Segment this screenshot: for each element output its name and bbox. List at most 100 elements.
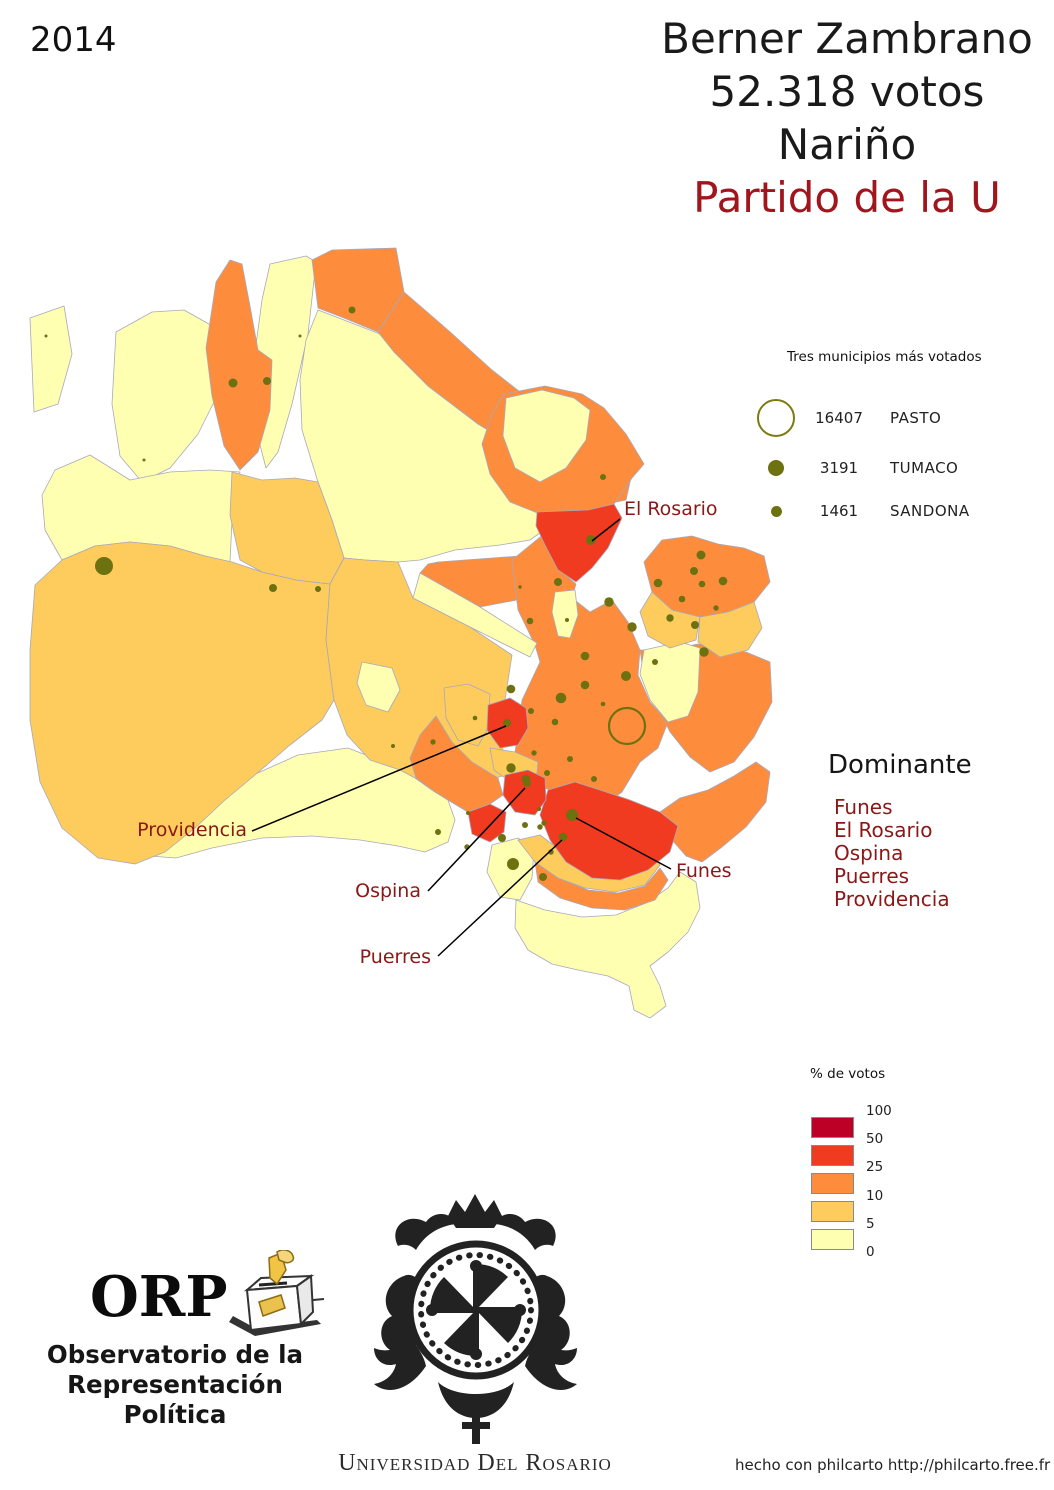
- votes-dot: [621, 671, 631, 681]
- votes-dot: [522, 822, 528, 828]
- votes-dot: [604, 597, 614, 607]
- party-name: Partido de la U: [693, 173, 1001, 222]
- municipality-region: [502, 389, 591, 483]
- votes-dot: [690, 567, 698, 575]
- votes-dot: [506, 684, 516, 694]
- title-block: Berner Zambrano 52.318 votos Nariño Part…: [640, 12, 1054, 224]
- dominante-list: Funes El Rosario Ospina Puerres Providen…: [828, 796, 1048, 911]
- municipality-region: [356, 661, 401, 713]
- votes-dot: [555, 692, 567, 704]
- municipality-region: [111, 309, 231, 483]
- color-swatch: [811, 1201, 854, 1222]
- votes-dot: [551, 718, 559, 726]
- proportional-circle-icon: [757, 399, 795, 437]
- votes-dot: [526, 617, 534, 625]
- votes-dot: [269, 584, 277, 592]
- municipality-region: [535, 503, 623, 583]
- proportional-symbol-legend: Tres municipios más votados 16407 PASTO …: [748, 349, 1048, 520]
- votes-dot: [315, 586, 321, 592]
- dominante-item: El Rosario: [834, 818, 933, 842]
- map-label: Ospina: [355, 880, 421, 902]
- color-swatch: [811, 1145, 854, 1166]
- votes-dot: [498, 834, 506, 842]
- map-label-line: [575, 817, 672, 870]
- university-name: Universidad Del Rosario: [338, 1450, 612, 1476]
- votes-dot: [691, 621, 699, 629]
- votes-dot: [348, 306, 356, 314]
- votes-dot: [699, 647, 709, 657]
- color-scale-title: % de votos: [810, 1066, 886, 1082]
- votes-dot: [718, 576, 728, 586]
- scale-tick: 100: [866, 1103, 892, 1119]
- municipality-region: [149, 747, 456, 859]
- color-swatch: [811, 1117, 854, 1138]
- votes-total: 52.318 votos: [709, 67, 985, 116]
- votes-dot: [507, 858, 519, 870]
- university-crest: [374, 1194, 577, 1444]
- prop-legend-value: 1461: [819, 502, 859, 520]
- scale-tick: 10: [866, 1188, 884, 1204]
- prop-legend-value: 3191: [819, 459, 859, 477]
- scale-tick: 5: [866, 1216, 875, 1232]
- dominante-title: Dominante: [828, 750, 972, 780]
- votes-dot: [580, 651, 590, 661]
- votes-dot: [537, 824, 543, 830]
- ballot-box-icon: [229, 1250, 325, 1336]
- orp-subtitle: Observatorio de la Representación Políti…: [20, 1340, 330, 1430]
- votes-dot: [591, 776, 597, 782]
- prop-legend-row: 1461 SANDONA: [748, 491, 970, 531]
- candidate-name: Berner Zambrano: [661, 14, 1033, 63]
- votes-dot: [678, 595, 686, 603]
- scale-tick: 50: [866, 1131, 884, 1147]
- votes-dot: [600, 701, 606, 707]
- map-label-line: [251, 725, 507, 832]
- proportional-circle-icon: [770, 505, 782, 517]
- municipality-region: [205, 259, 273, 471]
- votes-dot: [503, 719, 511, 727]
- votes-dot: [554, 578, 562, 586]
- dominante-item: Funes: [834, 795, 893, 819]
- votes-dot: [466, 811, 470, 815]
- dominante-item: Puerres: [834, 864, 910, 888]
- votes-dot: [430, 739, 436, 745]
- philcarto-credit: hecho con philcarto http://philcarto.fre…: [735, 1456, 1051, 1474]
- municipality-region: [514, 871, 701, 1019]
- votes-dot: [586, 535, 596, 545]
- votes-dot: [698, 580, 706, 588]
- municipality-region: [539, 781, 679, 881]
- dominante-item: Providencia: [834, 887, 950, 911]
- prop-legend-row: 16407 PASTO: [748, 398, 941, 438]
- dominante-panel: Dominante Funes El Rosario Ospina Puerre…: [828, 750, 1048, 911]
- prop-legend-name: PASTO: [890, 409, 942, 427]
- dominante-item: Ospina: [834, 841, 904, 865]
- votes-dot: [435, 829, 441, 835]
- votes-dot: [580, 680, 590, 690]
- municipality-region: [412, 572, 538, 658]
- map-label-line: [591, 518, 621, 542]
- proportional-circle-icon: [768, 460, 784, 476]
- prop-legend-value: 16407: [815, 409, 863, 427]
- municipality-region: [534, 861, 669, 911]
- map-label: Puerres: [360, 946, 431, 968]
- prop-legend-row: 3191 TUMACO: [748, 448, 958, 488]
- votes-dot: [537, 807, 541, 811]
- municipality-region: [443, 683, 491, 747]
- votes-dot: [539, 873, 547, 881]
- votes-dot: [567, 756, 573, 762]
- orp-subtitle-line2: Representación Política: [67, 1370, 283, 1429]
- votes-dot: [228, 378, 238, 388]
- votes-dot: [298, 334, 302, 338]
- votes-dot: [600, 474, 606, 480]
- votes-dot: [523, 779, 531, 787]
- votes-dot: [506, 763, 516, 773]
- color-swatch: [811, 1173, 854, 1194]
- map-label: Funes: [676, 860, 732, 882]
- orp-logo-text: ORP: [90, 1264, 228, 1330]
- department-name: Nariño: [777, 120, 917, 169]
- municipality-region: [659, 761, 771, 863]
- orp-subtitle-line1: Observatorio de la: [46, 1340, 304, 1369]
- prop-legend-title: Tres municipios más votados: [787, 349, 982, 365]
- color-swatch: [811, 1229, 854, 1250]
- color-scale-legend: % de votos 100 50 25 10 5 0: [810, 1066, 940, 1286]
